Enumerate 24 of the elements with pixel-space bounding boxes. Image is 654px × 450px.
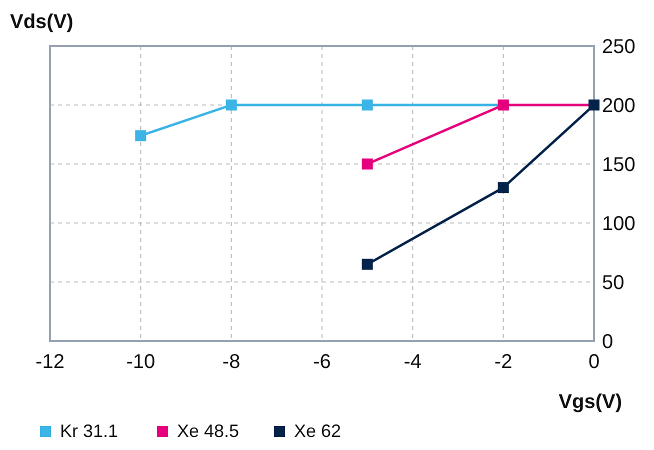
legend-label: Xe 48.5	[177, 421, 240, 441]
y-tick-label: 100	[602, 213, 636, 235]
y-tick-label: 250	[602, 36, 636, 58]
x-tick-label: 0	[588, 351, 600, 373]
y-tick-label: 150	[602, 154, 636, 176]
x-axis-title: Vgs(V)	[558, 391, 622, 413]
x-tick-label: -2	[494, 351, 512, 373]
x-tick-label: -10	[126, 351, 156, 373]
point	[226, 100, 237, 110]
y-tick-label: 0	[602, 331, 614, 353]
y-axis-title: Vds(V)	[10, 11, 74, 33]
legend-label: Kr 31.1	[60, 421, 118, 441]
x-tick-label: -6	[313, 351, 331, 373]
point	[135, 130, 146, 142]
point	[362, 158, 373, 170]
point	[362, 100, 373, 110]
point	[362, 258, 373, 270]
x-tick-label: -8	[222, 351, 240, 373]
x-tick-label: -4	[404, 351, 422, 373]
y-tick-label: 200	[602, 95, 636, 117]
y-tick-label: 50	[602, 272, 624, 294]
point	[498, 182, 509, 194]
x-tick-label: -12	[36, 351, 64, 373]
legend-label: Xe 62	[294, 421, 342, 441]
